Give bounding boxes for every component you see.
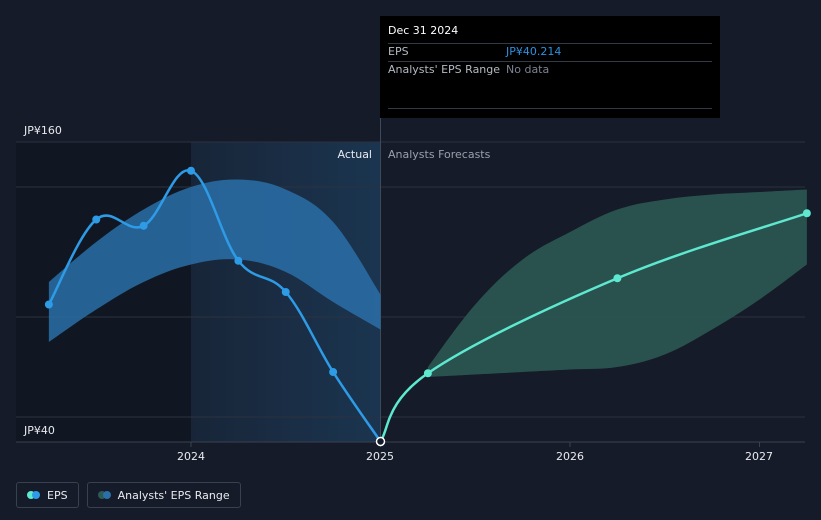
tooltip-eps-label: EPS [388, 45, 409, 58]
y-axis-top-label: JP¥160 [23, 124, 62, 137]
tooltip-divider [388, 108, 712, 109]
legend-range-label: Analysts' EPS Range [117, 488, 230, 502]
y-axis-bottom-label: JP¥40 [23, 424, 55, 437]
eps-forecast-point [423, 369, 432, 378]
eps-point [92, 215, 101, 224]
eps-point [187, 166, 195, 175]
x-tick-2024: 2024 [177, 450, 205, 463]
eps-point [329, 368, 338, 376]
tooltip-row-range: Analysts' EPS Range No data [388, 61, 712, 79]
eps-forecast-point [802, 209, 811, 218]
eps-point [44, 300, 53, 309]
legend-item-range[interactable]: Analysts' EPS Range [86, 482, 241, 508]
tooltip-range-label: Analysts' EPS Range [388, 63, 501, 76]
eps-point [234, 256, 243, 265]
x-tick-2025: 2025 [366, 450, 394, 463]
actual-region-label: Actual [338, 148, 372, 161]
eps-point [281, 288, 290, 296]
tooltip: Dec 31 2024 EPS JP¥40.214 Analysts' EPS … [380, 16, 720, 118]
range-legend-icon [97, 491, 112, 499]
eps-forecast-point [613, 274, 622, 283]
legend-item-eps[interactable]: EPS [16, 482, 79, 508]
past-eps-range-band [48, 179, 381, 342]
tooltip-eps-value: JP¥40.214 [506, 45, 562, 58]
tooltip-range-value: No data [506, 63, 550, 76]
tooltip-row-eps: EPS JP¥40.214 [388, 43, 712, 61]
forecast-region-label: Analysts Forecasts [388, 148, 491, 161]
x-tick-2027: 2027 [745, 450, 773, 463]
eps-line [47, 169, 382, 443]
eps-forecast-line [379, 212, 808, 443]
eps-point [375, 436, 386, 447]
legend-eps-label: EPS [47, 488, 68, 502]
chart-legend: EPS Analysts' EPS Range [16, 482, 241, 508]
eps-legend-icon [27, 491, 41, 499]
forecast-eps-range-band [427, 189, 807, 377]
tooltip-date: Dec 31 2024 [388, 24, 459, 37]
x-tick-2026: 2026 [556, 450, 584, 463]
eps-point [139, 221, 148, 230]
